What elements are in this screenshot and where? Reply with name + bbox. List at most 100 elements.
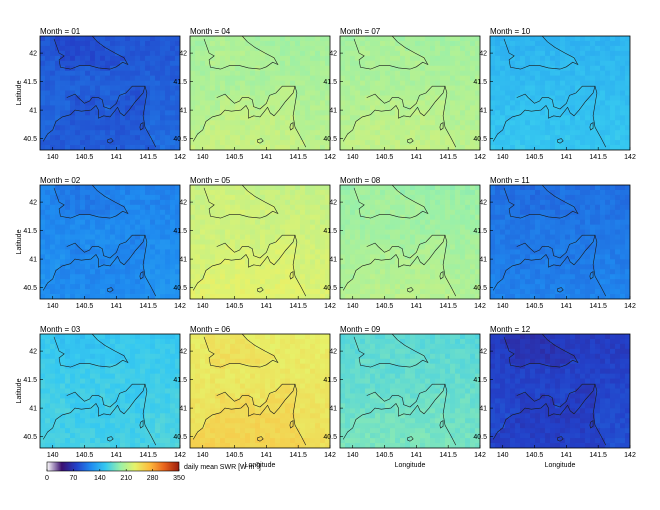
heatmap-cell bbox=[310, 189, 316, 196]
heatmap-cell bbox=[515, 209, 521, 216]
heatmap-cell bbox=[45, 219, 51, 226]
heatmap-cell bbox=[40, 199, 46, 206]
heatmap-cell bbox=[370, 125, 376, 131]
heatmap-cell bbox=[105, 65, 111, 72]
heatmap-cell bbox=[245, 115, 251, 121]
heatmap-cell bbox=[560, 199, 566, 206]
heatmap-cell bbox=[570, 185, 576, 191]
heatmap-cell bbox=[365, 259, 371, 265]
heatmap-cell bbox=[360, 40, 366, 47]
heatmap-cell bbox=[415, 224, 421, 231]
heatmap-cell bbox=[600, 36, 606, 42]
heatmap-cell bbox=[375, 95, 381, 101]
heatmap-cell bbox=[50, 189, 56, 196]
heatmap-cell bbox=[130, 269, 136, 275]
heatmap-cell bbox=[65, 274, 71, 280]
heatmap-cell bbox=[420, 40, 426, 47]
heatmap-cell bbox=[205, 50, 211, 57]
heatmap-cell bbox=[145, 65, 151, 72]
heatmap-cell bbox=[310, 40, 316, 47]
heatmap-cell bbox=[190, 185, 196, 191]
heatmap-cell bbox=[495, 45, 501, 52]
heatmap-cell bbox=[410, 80, 416, 86]
heatmap-cell bbox=[275, 284, 281, 290]
heatmap-cell bbox=[45, 65, 51, 72]
heatmap-cell bbox=[270, 50, 276, 57]
heatmap-cell bbox=[515, 85, 521, 91]
heatmap-cell bbox=[440, 204, 446, 211]
heatmap-cell bbox=[80, 219, 86, 226]
heatmap-cell bbox=[575, 36, 581, 42]
heatmap-cell bbox=[420, 55, 426, 62]
heatmap-cell bbox=[525, 120, 531, 126]
heatmap-cell bbox=[85, 194, 91, 201]
heatmap-cell bbox=[150, 135, 156, 141]
heatmap-cell bbox=[100, 264, 106, 270]
coastline bbox=[42, 185, 157, 297]
heatmap-cell bbox=[190, 229, 196, 235]
heatmap-cell bbox=[455, 209, 461, 216]
heatmap-cell bbox=[310, 80, 316, 86]
heatmap-cell bbox=[395, 60, 401, 67]
heatmap-cell bbox=[125, 145, 131, 150]
heatmap-cell bbox=[200, 219, 206, 226]
heatmap-cell bbox=[465, 209, 471, 216]
heatmap-cell bbox=[585, 50, 591, 57]
heatmap-cell bbox=[80, 80, 86, 86]
heatmap-cell bbox=[555, 229, 561, 235]
heatmap-cell bbox=[360, 229, 366, 235]
heatmap-cell bbox=[525, 140, 531, 146]
heatmap-cell bbox=[465, 269, 471, 275]
heatmap-cell bbox=[350, 219, 356, 226]
heatmap-cell bbox=[300, 135, 306, 141]
heatmap-cell bbox=[290, 214, 296, 221]
heatmap-cell bbox=[255, 140, 261, 146]
heatmap-cell bbox=[225, 45, 231, 52]
heatmap-cell bbox=[585, 70, 591, 77]
heatmap-cell bbox=[150, 249, 156, 255]
heatmap-cell bbox=[230, 140, 236, 146]
x-tick-label: 141.5 bbox=[589, 154, 607, 161]
heatmap-cell bbox=[550, 110, 556, 116]
heatmap-cell bbox=[410, 224, 416, 231]
heatmap-cell bbox=[225, 100, 231, 106]
heatmap-cell bbox=[155, 214, 161, 221]
heatmap-cell bbox=[80, 50, 86, 57]
heatmap-cell bbox=[85, 105, 91, 111]
heatmap-cell bbox=[60, 120, 66, 126]
heatmap-cell bbox=[295, 259, 301, 265]
heatmap-cell bbox=[140, 110, 146, 116]
heatmap-cell bbox=[135, 279, 141, 285]
heatmap-cell bbox=[205, 199, 211, 206]
heatmap-cell bbox=[50, 100, 56, 106]
heatmap-cell bbox=[360, 135, 366, 141]
heatmap-cell bbox=[70, 70, 76, 77]
heatmap-cell bbox=[40, 244, 46, 250]
heatmap-cell bbox=[220, 294, 226, 299]
heatmap-cell bbox=[100, 75, 106, 82]
heatmap-cell bbox=[585, 229, 591, 235]
heatmap-cell bbox=[245, 189, 251, 196]
x-tick-label: 142 bbox=[324, 154, 336, 161]
heatmap-cell bbox=[55, 199, 61, 206]
heatmap-cell bbox=[550, 145, 556, 150]
heatmap-cell bbox=[325, 60, 330, 67]
heatmap-cell bbox=[375, 289, 381, 295]
heatmap-cell bbox=[500, 224, 506, 231]
heatmap-cell bbox=[95, 45, 101, 52]
heatmap-cell bbox=[415, 65, 421, 72]
heatmap-cell bbox=[260, 140, 266, 146]
heatmap-cell bbox=[305, 224, 311, 231]
heatmap-cell bbox=[50, 45, 56, 52]
heatmap-cell bbox=[160, 65, 166, 72]
heatmap-cell bbox=[540, 115, 546, 121]
coastline-path bbox=[203, 36, 279, 70]
heatmap-cell bbox=[235, 90, 241, 96]
heatmap-cell bbox=[145, 55, 151, 62]
heatmap-cell bbox=[385, 249, 391, 255]
heatmap-cell bbox=[50, 194, 56, 201]
heatmap-cell bbox=[325, 105, 330, 111]
heatmap-cell bbox=[475, 90, 480, 96]
heatmap-cell bbox=[500, 110, 506, 116]
heatmap-cell bbox=[265, 40, 271, 47]
